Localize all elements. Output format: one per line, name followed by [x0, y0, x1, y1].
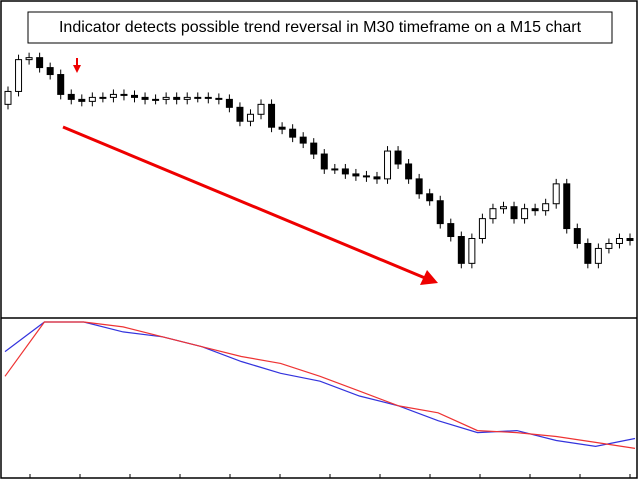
candles [4, 52, 634, 269]
candle-body [289, 128, 297, 138]
candle-body [204, 96, 212, 99]
candle-body [194, 96, 202, 99]
title-box [27, 11, 613, 44]
trend-arrow [62, 125, 426, 280]
candle-body [236, 106, 244, 122]
candle-body [57, 74, 65, 95]
candle-body [246, 113, 254, 122]
candle-body [162, 96, 170, 100]
candle-body [352, 173, 360, 177]
candle-body [120, 93, 128, 96]
candle-body [373, 176, 381, 180]
candle-body [141, 96, 149, 100]
candle-body [362, 175, 370, 178]
candle-body [215, 97, 223, 100]
candle-body [478, 218, 486, 240]
indicator-line [4, 321, 636, 448]
candle-body [447, 223, 455, 238]
candle-body [225, 98, 233, 108]
candle-body [436, 200, 444, 225]
candle-body [573, 228, 581, 244]
candle-body [499, 206, 507, 210]
candle-body [15, 59, 23, 92]
candle-body [67, 93, 75, 100]
candle-body [405, 163, 413, 180]
candle-body [278, 126, 286, 130]
candle-body [173, 96, 181, 100]
indicator-line [4, 321, 636, 449]
candle-body [552, 183, 560, 205]
candle-body [626, 238, 634, 241]
candle-body [320, 153, 328, 170]
candle-body [531, 208, 539, 212]
candle-body [341, 168, 349, 175]
candle-body [109, 93, 117, 98]
signal-arrow [73, 65, 81, 73]
candle-body [563, 183, 571, 230]
candle-body [310, 142, 318, 155]
candle-body [4, 90, 12, 105]
candle-body [25, 57, 33, 61]
candle-body [521, 208, 529, 220]
candle-body [384, 150, 392, 180]
candle-body [78, 98, 86, 102]
candle-body [415, 178, 423, 195]
candle-body [605, 242, 613, 249]
candle-body [99, 96, 107, 99]
candle-body [542, 203, 550, 212]
candle-body [489, 208, 497, 220]
candle-body [594, 247, 602, 264]
candle-body [468, 238, 476, 264]
chart-title: Indicator detects possible trend reversa… [59, 19, 582, 36]
candle-body [152, 98, 160, 101]
candle-body [88, 96, 96, 102]
candle-body [183, 96, 191, 100]
indicator-panel [4, 321, 636, 478]
candle-body [131, 94, 139, 98]
candle-body [299, 136, 307, 144]
candle-body [331, 168, 339, 171]
candle-body [426, 193, 434, 202]
candle-body [268, 103, 276, 128]
candle-body [257, 103, 265, 115]
candle-body [615, 238, 623, 244]
candle-body [457, 236, 465, 264]
candle-body [36, 57, 44, 69]
candle-body [394, 150, 402, 165]
candle-body [584, 242, 592, 264]
candle-body [46, 67, 54, 76]
candle-body [510, 206, 518, 220]
trend-arrow-head [420, 270, 438, 285]
